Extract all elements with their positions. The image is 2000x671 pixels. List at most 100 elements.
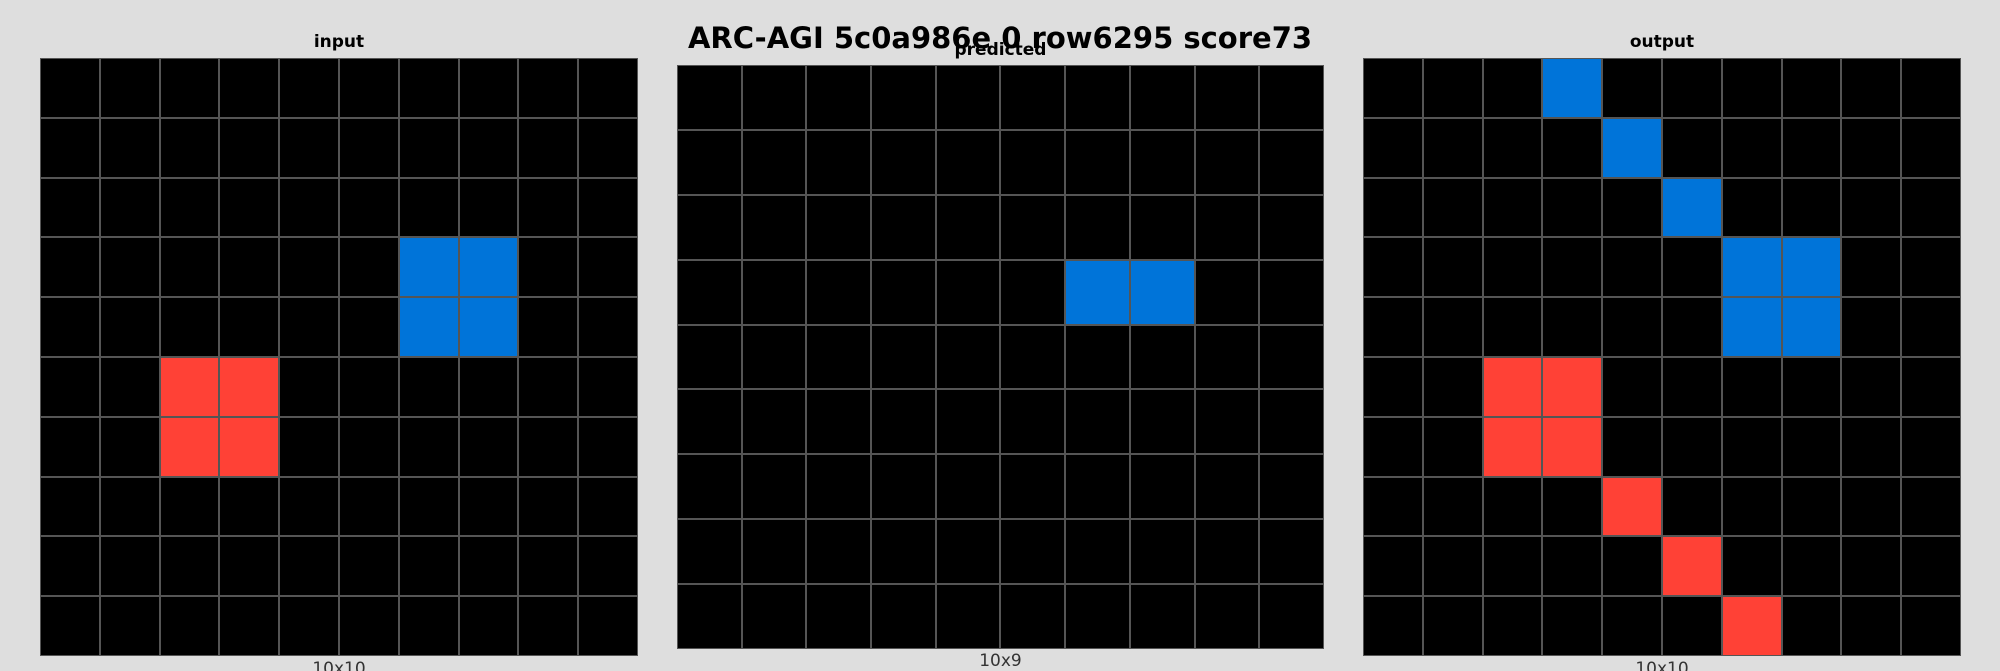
input-cell-r9-c4 — [279, 596, 339, 656]
output-cell-r8-c4 — [1602, 536, 1662, 597]
predicted-cell-r8-c8 — [1194, 584, 1260, 649]
input-cell-r2-c9 — [578, 177, 638, 238]
output-cell-r1-c5 — [1661, 117, 1722, 178]
output-cell-r2-c6 — [1721, 177, 1782, 238]
output-cell-r8-c2 — [1482, 536, 1543, 597]
output-cell-r7-c5 — [1661, 476, 1722, 537]
input-cell-r2-c7 — [458, 177, 519, 238]
output-cell-r7-c9 — [1901, 476, 1961, 537]
output-cell-r0-c2 — [1482, 58, 1543, 118]
predicted-cell-r3-c5 — [1000, 259, 1066, 325]
input-cell-r3-c8 — [518, 237, 579, 298]
predicted-cell-r7-c5 — [1000, 519, 1066, 585]
output-cell-r8-c0 — [1363, 536, 1423, 597]
input-grid — [40, 58, 638, 656]
output-cell-r9-c4 — [1602, 596, 1662, 656]
output-cell-r4-c9 — [1901, 297, 1961, 357]
input-cell-r9-c6 — [398, 596, 459, 656]
predicted-cell-r1-c2 — [806, 129, 872, 195]
output-cell-r4-c5 — [1661, 297, 1722, 357]
predicted-cell-r6-c9 — [1259, 454, 1324, 520]
input-cell-r1-c9 — [578, 117, 638, 178]
output-cell-r2-c7 — [1781, 177, 1842, 238]
input-cell-r6-c3 — [219, 416, 280, 477]
predicted-cell-r5-c7 — [1129, 389, 1195, 455]
input-grid-dimensions: 10x10 — [312, 659, 366, 671]
input-cell-r3-c7 — [458, 237, 519, 298]
predicted-cell-r5-c5 — [1000, 389, 1066, 455]
predicted-cell-r4-c4 — [935, 324, 1001, 390]
predicted-cell-r8-c6 — [1065, 584, 1130, 649]
predicted-cell-r0-c7 — [1129, 65, 1195, 130]
output-cell-r1-c3 — [1542, 117, 1603, 178]
predicted-cell-r8-c1 — [741, 584, 807, 649]
input-cell-r0-c7 — [458, 58, 519, 118]
input-cell-r9-c2 — [159, 596, 220, 656]
output-cell-r5-c8 — [1841, 356, 1902, 417]
predicted-cell-r7-c6 — [1065, 519, 1130, 585]
predicted-cell-r3-c1 — [741, 259, 807, 325]
output-cell-r6-c6 — [1721, 416, 1782, 477]
input-cell-r7-c1 — [99, 476, 160, 537]
output-cell-r6-c2 — [1482, 416, 1543, 477]
input-cell-r8-c6 — [398, 536, 459, 597]
output-cell-r3-c7 — [1781, 237, 1842, 298]
input-cell-r9-c3 — [219, 596, 280, 656]
output-cell-r2-c3 — [1542, 177, 1603, 238]
predicted-cell-r2-c1 — [741, 194, 807, 260]
output-cell-r0-c9 — [1901, 58, 1961, 118]
predicted-cell-r2-c8 — [1194, 194, 1260, 260]
input-cell-r4-c9 — [578, 297, 638, 357]
output-cell-r7-c1 — [1422, 476, 1483, 537]
predicted-cell-r5-c2 — [806, 389, 872, 455]
input-cell-r0-c8 — [518, 58, 579, 118]
output-cell-r2-c4 — [1602, 177, 1662, 238]
input-cell-r4-c5 — [338, 297, 399, 357]
predicted-cell-r0-c5 — [1000, 65, 1066, 130]
input-cell-r6-c1 — [99, 416, 160, 477]
predicted-cell-r6-c4 — [935, 454, 1001, 520]
input-cell-r0-c1 — [99, 58, 160, 118]
input-cell-r9-c1 — [99, 596, 160, 656]
predicted-cell-r0-c4 — [935, 65, 1001, 130]
predicted-cell-r2-c2 — [806, 194, 872, 260]
output-cell-r3-c4 — [1602, 237, 1662, 298]
predicted-cell-r0-c6 — [1065, 65, 1130, 130]
input-cell-r4-c8 — [518, 297, 579, 357]
input-cell-r0-c6 — [398, 58, 459, 118]
predicted-cell-r8-c4 — [935, 584, 1001, 649]
output-cell-r2-c8 — [1841, 177, 1902, 238]
input-cell-r1-c0 — [40, 117, 100, 178]
output-cell-r3-c3 — [1542, 237, 1603, 298]
predicted-cell-r2-c7 — [1129, 194, 1195, 260]
input-cell-r4-c0 — [40, 297, 100, 357]
predicted-cell-r5-c0 — [677, 389, 742, 455]
input-cell-r8-c5 — [338, 536, 399, 597]
predicted-cell-r4-c8 — [1194, 324, 1260, 390]
input-cell-r6-c7 — [458, 416, 519, 477]
output-cell-r5-c7 — [1781, 356, 1842, 417]
predicted-cell-r7-c2 — [806, 519, 872, 585]
predicted-cell-r4-c1 — [741, 324, 807, 390]
input-cell-r3-c9 — [578, 237, 638, 298]
predicted-cell-r3-c3 — [871, 259, 936, 325]
input-cell-r8-c2 — [159, 536, 220, 597]
input-cell-r6-c5 — [338, 416, 399, 477]
output-cell-r9-c8 — [1841, 596, 1902, 656]
predicted-cell-r2-c6 — [1065, 194, 1130, 260]
predicted-cell-r7-c1 — [741, 519, 807, 585]
output-cell-r5-c3 — [1542, 356, 1603, 417]
input-cell-r7-c8 — [518, 476, 579, 537]
input-cell-r0-c3 — [219, 58, 280, 118]
predicted-grid — [677, 65, 1324, 649]
predicted-cell-r8-c9 — [1259, 584, 1324, 649]
predicted-cell-r1-c1 — [741, 129, 807, 195]
input-cell-r7-c0 — [40, 476, 100, 537]
output-cell-r6-c0 — [1363, 416, 1423, 477]
output-cell-r5-c5 — [1661, 356, 1722, 417]
output-cell-r8-c3 — [1542, 536, 1603, 597]
output-cell-r5-c2 — [1482, 356, 1543, 417]
input-cell-r5-c9 — [578, 356, 638, 417]
output-cell-r7-c7 — [1781, 476, 1842, 537]
input-cell-r1-c5 — [338, 117, 399, 178]
